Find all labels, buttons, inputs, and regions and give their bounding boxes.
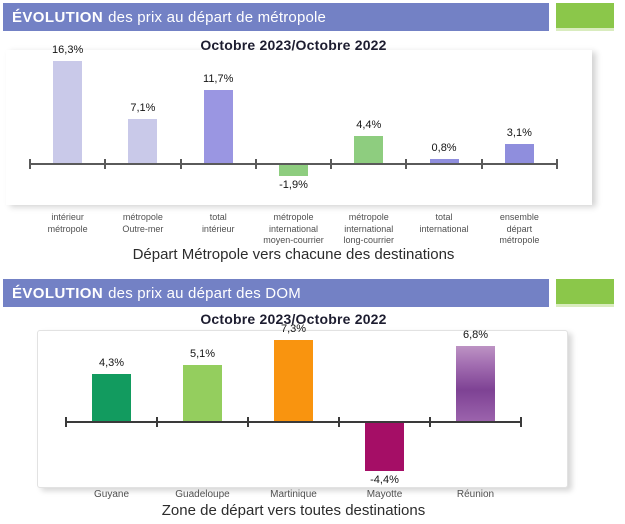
x-axis-tick-3 xyxy=(254,159,257,169)
bar-value-label-4: 6,8% xyxy=(462,328,489,341)
x-axis-tick-3 xyxy=(338,417,340,427)
bar-value-label-2: 11,7% xyxy=(203,73,234,86)
x-axis-tick-4 xyxy=(429,417,431,427)
bar-value-label-3: -4,4% xyxy=(370,474,399,487)
chart-dom-subtitle: Octobre 2023/Octobre 2022 xyxy=(200,311,387,327)
category-label-1: Guadeloupe xyxy=(175,489,230,500)
category-label-0: intérieur métropole xyxy=(47,212,88,234)
bar-6 xyxy=(504,144,534,164)
chart-dom-plot: 4,3% Guyane 5,1% Guadeloupe 7,3% Martinique -4… xyxy=(0,278,625,524)
bar-4 xyxy=(456,345,495,422)
x-axis-tick-4 xyxy=(330,159,333,169)
x-axis-tick-6 xyxy=(480,159,483,169)
category-label-2: total intérieur xyxy=(201,212,235,234)
x-axis-tick-0 xyxy=(65,417,67,427)
bar-value-label-1: 7,1% xyxy=(130,102,156,115)
section-metropole: ÉVOLUTION des prix au départ de métropol… xyxy=(3,3,614,263)
category-label-0: Guyane xyxy=(93,489,130,500)
banner-metropole-title-rest: des prix au départ de métropole xyxy=(108,8,327,26)
banner-dom-title-rest: des prix au départ des DOM xyxy=(108,284,301,302)
bar-3 xyxy=(279,164,308,176)
banner-metropole-title-bold: ÉVOLUTION xyxy=(12,8,104,26)
bar-value-label-3: -1,9% xyxy=(279,178,308,191)
chart-dom-axis-title: Zone de départ vers toutes destinations xyxy=(161,502,426,519)
bar-0 xyxy=(53,61,83,164)
bar-value-label-0: 4,3% xyxy=(98,356,125,369)
chart-metropole-card xyxy=(6,50,592,205)
banner-dom-green-accent xyxy=(556,279,614,307)
category-label-4: métropole international long-courrier xyxy=(343,212,395,246)
x-axis-tick-0 xyxy=(29,159,31,169)
bar-value-label-5: 0,8% xyxy=(431,141,457,154)
bar-4 xyxy=(354,136,384,164)
category-label-2: Martinique xyxy=(270,489,317,500)
banner-metropole-green-accent xyxy=(556,3,614,31)
bar-value-label-6: 3,1% xyxy=(506,127,532,140)
category-label-3: Mayotte xyxy=(366,489,403,500)
x-axis-tick-2 xyxy=(247,417,249,427)
bar-value-label-1: 5,1% xyxy=(189,347,216,360)
category-label-3: métropole international moyen-courrier xyxy=(263,212,324,246)
x-axis xyxy=(30,163,557,165)
x-axis-tick-1 xyxy=(104,159,107,169)
banner-dom: ÉVOLUTION des prix au départ des DOM xyxy=(3,279,549,307)
x-axis-tick-5 xyxy=(405,159,408,169)
bar-value-label-2: 7,3% xyxy=(280,323,307,336)
bar-1 xyxy=(183,364,222,422)
x-axis xyxy=(66,421,521,423)
x-axis-tick-1 xyxy=(156,417,158,427)
x-axis-tick-2 xyxy=(179,159,182,169)
banner-metropole: ÉVOLUTION des prix au départ de métropol… xyxy=(3,3,549,31)
bar-1 xyxy=(128,119,158,164)
chart-metropole-axis-title: Départ Métropole vers chacune des destin… xyxy=(132,246,455,263)
category-label-1: métropole Outre-mer xyxy=(122,212,164,234)
section-dom: ÉVOLUTION des prix au départ des DOM Oct… xyxy=(0,278,625,524)
banner-dom-title-bold: ÉVOLUTION xyxy=(12,284,104,302)
bar-value-label-4: 4,4% xyxy=(356,119,382,132)
bar-2 xyxy=(274,340,313,422)
bar-5 xyxy=(429,158,459,164)
x-axis-tick-5 xyxy=(520,417,522,427)
bar-2 xyxy=(203,90,233,164)
category-label-4: Réunion xyxy=(456,489,495,500)
chart-metropole-plot: 16,3% intérieur métropole 7,1% métropole Outr… xyxy=(29,44,558,246)
bar-0 xyxy=(92,373,131,422)
bar-value-label-0: 16,3% xyxy=(52,44,84,57)
x-axis-tick-7 xyxy=(556,159,558,169)
category-label-6: ensemble départ métropole xyxy=(499,212,540,246)
bar-3 xyxy=(365,422,404,472)
category-label-5: total international xyxy=(419,212,469,234)
chart-metropole-subtitle: Octobre 2023/Octobre 2022 xyxy=(200,37,387,53)
